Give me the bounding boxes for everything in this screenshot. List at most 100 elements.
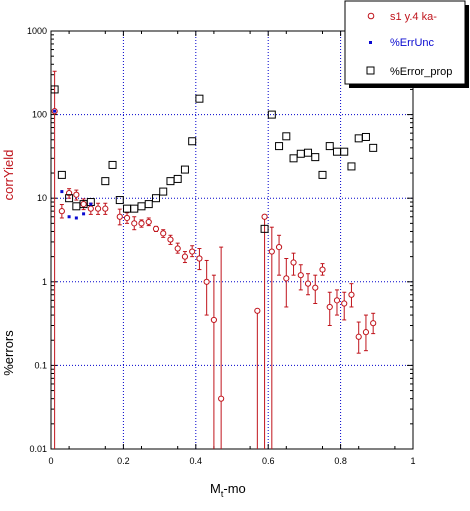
error-prop-point xyxy=(289,154,298,163)
s1-point xyxy=(304,280,312,287)
y-axis-label-bottom: %errors xyxy=(1,330,16,376)
s1-point xyxy=(80,201,87,208)
s1-point xyxy=(152,225,160,232)
errunc-point xyxy=(60,190,64,194)
error-prop-point xyxy=(340,147,349,156)
s1-point xyxy=(203,278,210,285)
s1-point xyxy=(362,329,370,336)
x-tick-label: 0.8 xyxy=(334,456,347,466)
error-prop-point xyxy=(101,177,110,186)
plot-area xyxy=(50,30,414,450)
s1-point xyxy=(218,395,225,402)
error-prop-point xyxy=(318,170,327,179)
s1-point xyxy=(290,259,297,266)
error-prop-point xyxy=(159,187,168,196)
legend-marker-s1 xyxy=(367,12,375,20)
y-tick-label: 10 xyxy=(37,193,47,203)
y-axis-label-top: corrYield xyxy=(1,150,16,201)
s1-point xyxy=(312,284,319,291)
s1-point xyxy=(355,333,362,340)
error-prop-point xyxy=(311,153,320,162)
s1-point xyxy=(145,218,152,226)
s1-point xyxy=(275,244,283,251)
legend: s1 y.4 ka- %ErrUnc %Error_prop xyxy=(344,0,469,88)
legend-box xyxy=(344,0,466,85)
y-tick-label: 1000 xyxy=(27,26,47,36)
s1-point xyxy=(196,255,203,262)
error-prop-point xyxy=(325,142,334,151)
s1-point xyxy=(87,205,94,212)
s1-point xyxy=(254,307,261,314)
s1-point xyxy=(138,220,145,227)
legend-label-errprop: %Error_prop xyxy=(390,66,452,78)
errunc-point xyxy=(82,212,86,216)
s1-point xyxy=(181,253,189,260)
errunc-point xyxy=(67,215,71,219)
x-axis-label: Mt-mo xyxy=(210,481,246,499)
s1-point xyxy=(210,316,217,324)
s1-point xyxy=(167,236,174,243)
x-axis-label-main: M xyxy=(210,481,221,496)
s1-point xyxy=(189,248,196,255)
s1-point xyxy=(160,230,167,237)
error-prop-point xyxy=(188,137,197,146)
s1-point xyxy=(102,205,109,212)
s1-point xyxy=(116,213,123,220)
errunc-point xyxy=(89,202,93,206)
error-prop-point xyxy=(369,143,378,152)
axis-ticks: 0 0.2 0.4 0.6 0.8 1 0.01 0.1 1 10 100 1000 xyxy=(27,26,416,466)
error-prop-point xyxy=(173,174,182,183)
error-prop-point xyxy=(267,110,276,119)
s1-point xyxy=(370,320,377,327)
error-prop-point xyxy=(275,142,284,151)
error-prop-point xyxy=(65,194,74,203)
x-axis-label-sub: t xyxy=(221,489,224,499)
legend-label-errunc: %ErrUnc xyxy=(390,37,435,49)
error-prop-point xyxy=(304,148,313,157)
x-tick-label: 1 xyxy=(410,456,415,466)
s1-point xyxy=(283,275,290,282)
s1-point xyxy=(94,205,102,212)
x-tick-label: 0.4 xyxy=(190,456,203,466)
s1-point xyxy=(123,214,131,222)
s1-point xyxy=(73,191,80,198)
y-tick-label: 1 xyxy=(42,277,47,287)
s1-point xyxy=(131,220,138,227)
s1-point xyxy=(268,248,275,255)
y-tick-label: 0.01 xyxy=(29,444,47,454)
error-prop-point xyxy=(282,132,291,141)
legend-label-s1: s1 y.4 ka- xyxy=(390,11,437,23)
s1-point xyxy=(348,291,355,298)
s1-point xyxy=(333,297,341,304)
s1-point xyxy=(297,272,304,279)
error-prop-point xyxy=(260,224,269,233)
error-prop-point xyxy=(57,170,66,179)
error-prop-point xyxy=(144,200,153,209)
s1-point xyxy=(319,266,326,273)
s1-point xyxy=(326,303,333,311)
s1-point xyxy=(174,245,181,252)
s1-point xyxy=(341,300,348,307)
error-prop-point xyxy=(151,194,160,203)
y-tick-label: 100 xyxy=(32,110,47,120)
errunc-point xyxy=(74,216,78,220)
legend-marker-errunc xyxy=(369,41,372,44)
error-prop-point xyxy=(180,165,189,174)
legend-marker-errprop xyxy=(366,66,375,75)
s1-point xyxy=(58,208,65,215)
x-tick-label: 0 xyxy=(48,456,53,466)
error-prop-point xyxy=(347,162,356,171)
x-tick-label: 0.6 xyxy=(262,456,275,466)
data-marks xyxy=(50,70,378,449)
error-prop-point xyxy=(361,132,370,141)
x-axis-label-rest: -mo xyxy=(223,481,245,496)
error-prop-point xyxy=(108,160,117,169)
s1-point xyxy=(261,213,268,220)
y-tick-label: 0.1 xyxy=(34,360,47,370)
x-tick-label: 0.2 xyxy=(117,456,130,466)
errunc-point xyxy=(53,109,57,113)
error-prop-point xyxy=(115,196,124,205)
error-prop-point xyxy=(50,85,59,94)
error-prop-point xyxy=(195,94,204,103)
